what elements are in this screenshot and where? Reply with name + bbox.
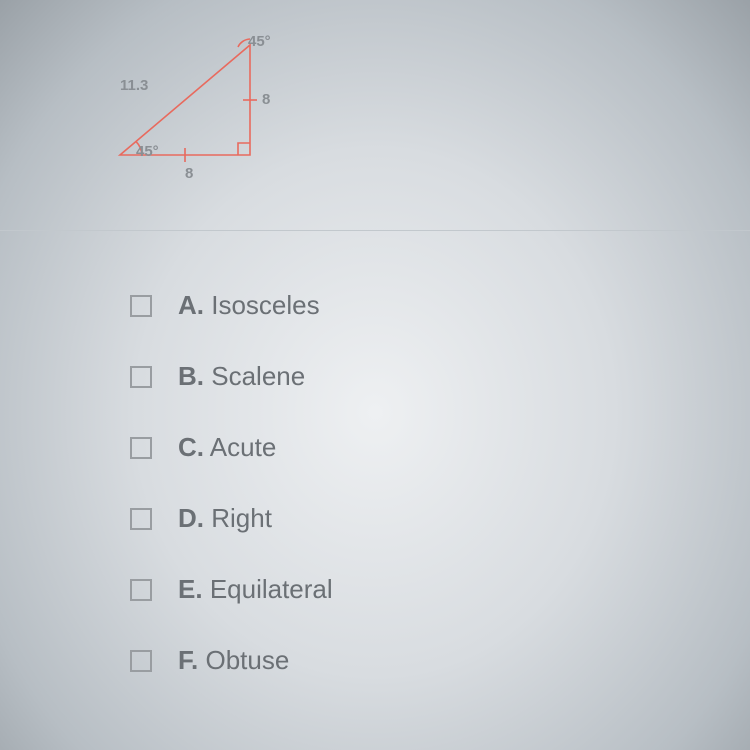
- checkbox[interactable]: [130, 650, 152, 672]
- option-letter: E.: [178, 574, 203, 604]
- bottom-left-angle-label: 45°: [136, 143, 159, 160]
- option-label: Obtuse: [205, 645, 289, 675]
- option-text: D. Right: [178, 503, 272, 534]
- option-text: C. Acute: [178, 432, 276, 463]
- checkbox[interactable]: [130, 295, 152, 317]
- option-row[interactable]: C. Acute: [130, 432, 333, 463]
- option-letter: F.: [178, 645, 198, 675]
- triangle-shape: [120, 45, 250, 155]
- option-text: B. Scalene: [178, 361, 305, 392]
- hypotenuse-label: 11.3: [120, 77, 148, 94]
- option-label: Scalene: [211, 361, 305, 391]
- option-letter: A.: [178, 290, 204, 320]
- option-text: A. Isosceles: [178, 290, 320, 321]
- option-row[interactable]: B. Scalene: [130, 361, 333, 392]
- right-angle-mark: [238, 143, 250, 155]
- option-label: Acute: [210, 432, 277, 462]
- option-letter: D.: [178, 503, 204, 533]
- option-row[interactable]: F. Obtuse: [130, 645, 333, 676]
- triangle-figure: 11.3 45° 45° 8 8: [100, 25, 300, 195]
- option-row[interactable]: E. Equilateral: [130, 574, 333, 605]
- answer-options: A. Isosceles B. Scalene C. Acute D. Righ…: [130, 290, 333, 716]
- option-label: Right: [211, 503, 272, 533]
- bottom-side-label: 8: [185, 165, 193, 182]
- option-text: E. Equilateral: [178, 574, 333, 605]
- option-label: Isosceles: [211, 290, 319, 320]
- option-row[interactable]: A. Isosceles: [130, 290, 333, 321]
- triangle-svg: [100, 25, 300, 195]
- top-angle-label: 45°: [248, 33, 271, 50]
- checkbox[interactable]: [130, 508, 152, 530]
- checkbox[interactable]: [130, 437, 152, 459]
- option-letter: B.: [178, 361, 204, 391]
- section-divider: [0, 230, 750, 231]
- checkbox[interactable]: [130, 579, 152, 601]
- checkbox[interactable]: [130, 366, 152, 388]
- option-text: F. Obtuse: [178, 645, 289, 676]
- option-letter: C.: [178, 432, 204, 462]
- option-label: Equilateral: [210, 574, 333, 604]
- right-side-label: 8: [262, 91, 270, 108]
- option-row[interactable]: D. Right: [130, 503, 333, 534]
